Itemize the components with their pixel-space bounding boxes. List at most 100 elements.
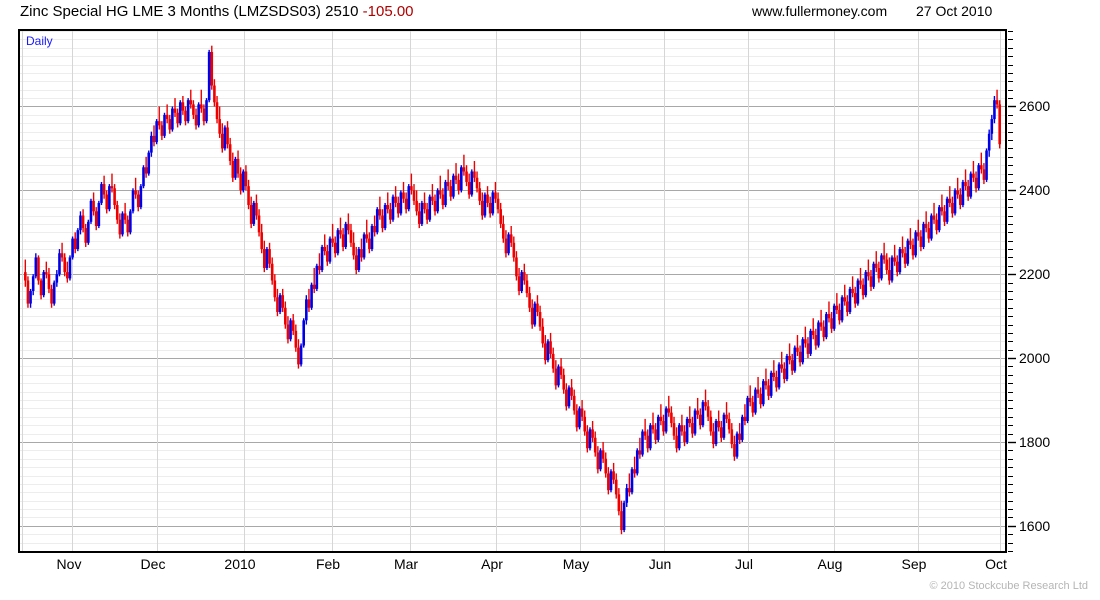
candle-body	[60, 253, 64, 258]
candle-body	[92, 200, 95, 212]
candle-body	[840, 297, 844, 321]
candle-body	[438, 190, 442, 195]
candle-body	[604, 458, 608, 474]
candle-body	[880, 255, 883, 279]
candle-body	[347, 223, 350, 231]
candle-body	[591, 429, 594, 438]
candle-body	[722, 414, 726, 438]
candle-body	[370, 226, 374, 250]
candle-body	[412, 190, 416, 201]
candle-body	[160, 125, 164, 136]
candle-body	[607, 473, 610, 491]
candle-body	[609, 471, 613, 491]
candle-body	[717, 421, 720, 428]
candle-body	[115, 205, 119, 220]
candle-body	[305, 299, 308, 321]
candle-body	[898, 249, 902, 273]
candle-body	[244, 171, 248, 187]
candle-body	[693, 410, 697, 434]
candle-body	[181, 102, 185, 111]
candle-body	[628, 488, 631, 493]
chart-header: Zinc Special HG LME 3 Months (LMZSDS03) …	[0, 0, 1100, 26]
candle-body	[662, 421, 665, 432]
candle-body	[97, 202, 101, 226]
candle-body	[192, 104, 195, 115]
candle-body	[365, 234, 369, 239]
candle-body	[856, 280, 860, 304]
x-tick-label: May	[562, 556, 590, 572]
candle-body	[144, 167, 148, 174]
candle-body	[323, 246, 327, 252]
candle-body	[488, 202, 492, 214]
candle-body	[399, 192, 403, 214]
candle-body	[895, 261, 899, 273]
candle-body	[874, 263, 878, 268]
candle-body	[656, 416, 660, 440]
candle-body	[315, 265, 319, 289]
candle-body	[459, 167, 463, 191]
candle-body	[478, 188, 481, 201]
candle-body	[194, 114, 198, 126]
candle-body	[746, 397, 749, 421]
candle-body	[207, 51, 211, 101]
x-tick-label: Apr	[481, 556, 503, 572]
candle-body	[491, 192, 495, 214]
candle-body	[375, 209, 379, 233]
candle-body	[213, 85, 216, 103]
candle-body	[709, 416, 713, 432]
x-tick-label: Nov	[56, 556, 82, 572]
candle-body	[341, 234, 345, 247]
candle-body	[743, 416, 747, 421]
candle-body	[26, 280, 30, 304]
candle-body	[512, 242, 516, 258]
candle-body	[486, 194, 489, 203]
x-tick-label: Dec	[140, 556, 166, 572]
candle-body	[42, 272, 45, 296]
candle-body	[843, 297, 847, 302]
candle-body	[953, 190, 957, 214]
candle-body	[848, 288, 852, 312]
candle-body	[924, 223, 928, 229]
y-axis: 1600 1800 2000 2200 2400 2600	[1008, 29, 1100, 553]
candle-body	[226, 127, 229, 145]
candle-body	[454, 175, 458, 180]
candle-body	[704, 402, 707, 407]
candle-body	[733, 444, 736, 457]
candle-body	[935, 219, 938, 231]
candle-body	[139, 186, 143, 208]
candle-body	[586, 431, 589, 449]
candle-body	[462, 167, 466, 172]
candle-body	[155, 121, 158, 143]
candle-body	[846, 301, 849, 312]
candle-body	[714, 421, 718, 445]
plot-inner	[20, 31, 1005, 551]
x-tick-label: Feb	[315, 556, 341, 572]
candle-body	[641, 431, 644, 455]
candle-body	[909, 240, 912, 245]
candle-body	[446, 181, 450, 187]
candle-body	[851, 288, 854, 294]
candle-body	[220, 133, 224, 149]
candle-body	[987, 133, 991, 151]
candle-body	[87, 221, 90, 243]
candle-body	[502, 223, 505, 239]
candle-body	[81, 215, 85, 229]
candle-body	[449, 186, 453, 197]
candle-body	[100, 184, 103, 203]
candle-body	[675, 435, 678, 449]
y-tick-label: 2200	[1019, 266, 1051, 283]
candle-body	[467, 181, 471, 195]
candle-body	[530, 307, 534, 325]
candle-body	[788, 356, 791, 361]
candle-body	[932, 215, 936, 220]
candle-body	[835, 305, 839, 310]
candle-body	[649, 425, 652, 449]
candle-body	[646, 435, 650, 449]
candle-body	[255, 202, 258, 216]
plot-area: Daily	[18, 29, 1007, 553]
candle-body	[557, 366, 560, 386]
candle-body	[825, 314, 828, 338]
candle-body	[136, 194, 140, 208]
candle-body	[289, 320, 292, 340]
candle-body	[89, 200, 93, 222]
